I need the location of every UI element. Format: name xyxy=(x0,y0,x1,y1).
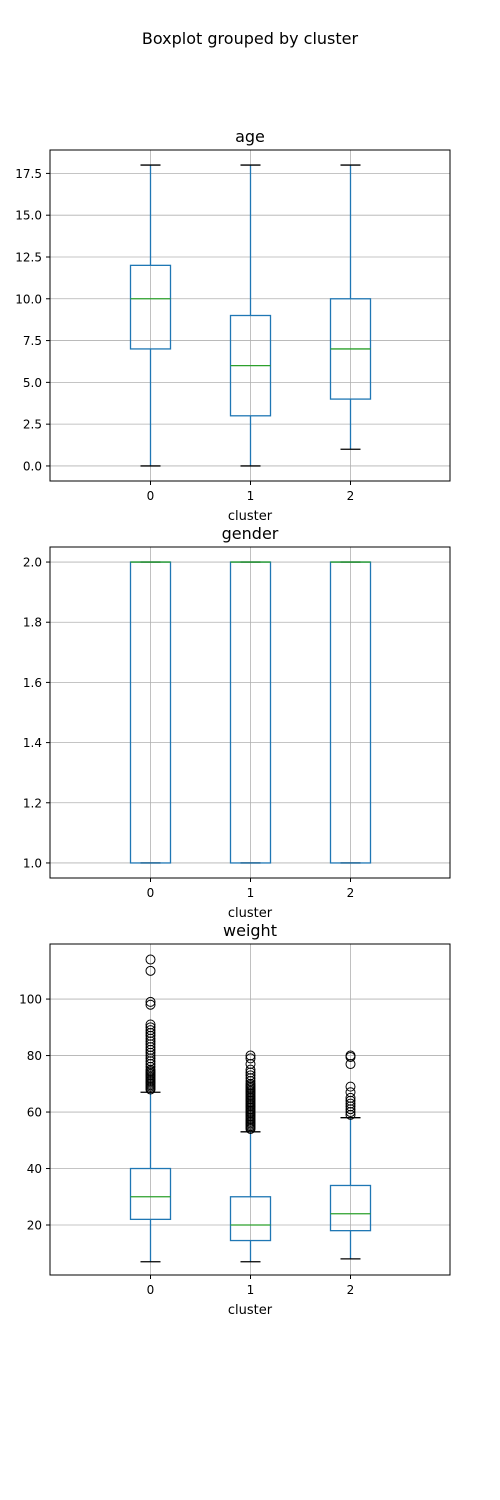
outlier-point xyxy=(145,1059,156,1070)
outlier-point xyxy=(245,1073,256,1084)
outlier-point xyxy=(345,1098,356,1109)
x-tick-label: 0 xyxy=(147,1283,155,1297)
gender-subplot: 0 1 2 1.0 1.2 1.4 1.6 1.8 2.0 gender cluster xyxy=(23,524,451,921)
outlier-point xyxy=(245,1064,256,1075)
outlier-point xyxy=(145,1050,156,1061)
y-tick-label: 7.5 xyxy=(23,334,42,348)
x-tick-label: 2 xyxy=(347,886,355,900)
outlier-point xyxy=(145,1027,156,1038)
box-cluster-2 xyxy=(329,561,372,864)
outlier-point xyxy=(145,1022,156,1033)
outlier-point xyxy=(145,965,156,976)
outlier-point xyxy=(145,1033,156,1044)
y-tick-label: 1.0 xyxy=(23,856,42,870)
y-tick-label: 1.8 xyxy=(23,616,42,630)
outlier-point xyxy=(245,1053,256,1064)
outlier-point xyxy=(245,1078,256,1089)
y-tick-label: 10.0 xyxy=(15,292,42,306)
outlier-point xyxy=(245,1070,256,1081)
figure-title: Boxplot grouped by cluster xyxy=(142,29,359,48)
outlier-point xyxy=(145,1053,156,1064)
outlier-point xyxy=(145,1030,156,1041)
outlier-point xyxy=(145,996,156,1007)
box-cluster-1 xyxy=(229,1050,272,1263)
box-iqr xyxy=(229,1196,272,1242)
box-cluster-2 xyxy=(329,164,372,450)
y-tick-label: 0.0 xyxy=(23,459,42,473)
outlier-point xyxy=(145,1064,156,1075)
y-tick-label: 17.5 xyxy=(15,167,42,181)
outlier-point xyxy=(145,1042,156,1053)
box-cluster-0 xyxy=(129,561,172,864)
outlier-point xyxy=(245,1050,256,1061)
box-cluster-1 xyxy=(229,164,272,467)
outlier-point xyxy=(145,1025,156,1036)
outlier-point xyxy=(345,1092,356,1103)
box-cluster-1 xyxy=(229,561,272,864)
outlier-point xyxy=(345,1059,356,1070)
x-axis-label: cluster xyxy=(228,906,273,921)
x-axis-label: cluster xyxy=(228,1303,273,1318)
x-tick-label: 0 xyxy=(147,489,155,503)
x-tick-label: 0 xyxy=(147,886,155,900)
x-tick-label: 1 xyxy=(247,489,255,503)
outlier-point xyxy=(345,1104,356,1115)
subplot-title: weight xyxy=(223,921,277,940)
outlier-point xyxy=(245,1067,256,1078)
outlier-point xyxy=(145,1019,156,1030)
y-tick-label: 1.2 xyxy=(23,796,42,810)
outlier-point xyxy=(145,1056,156,1067)
box-cluster-0 xyxy=(129,954,172,1263)
subplot-title: age xyxy=(235,127,265,146)
x-axis-label: cluster xyxy=(228,509,273,524)
outlier-point xyxy=(345,1107,356,1118)
outlier-point xyxy=(145,999,156,1010)
outlier-point xyxy=(145,954,156,965)
x-tick-label: 1 xyxy=(247,886,255,900)
y-tick-label: 2.5 xyxy=(23,418,42,432)
outlier-point xyxy=(345,1101,356,1112)
outlier-point xyxy=(145,1044,156,1055)
y-tick-label: 15.0 xyxy=(15,209,42,223)
outlier-point xyxy=(345,1109,356,1120)
outlier-point xyxy=(345,1050,356,1061)
age-subplot: 0 1 2 0.0 2.5 5.0 7.5 10.0 12.5 15.0 17.5 age cluste… xyxy=(15,127,451,524)
x-tick-label: 1 xyxy=(247,1283,255,1297)
y-tick-label: 40 xyxy=(27,1162,42,1176)
x-tick-label: 2 xyxy=(347,1283,355,1297)
y-tick-label: 20 xyxy=(27,1219,42,1233)
y-tick-label: 1.4 xyxy=(23,736,42,750)
outlier-point xyxy=(145,1036,156,1047)
weight-subplot: 0 1 2 20 40 60 80 100 weight cluster xyxy=(19,921,451,1318)
box-cluster-2 xyxy=(329,1050,372,1260)
outlier-point xyxy=(345,1087,356,1098)
subplot-title: gender xyxy=(222,524,279,543)
y-tick-label: 5.0 xyxy=(23,376,42,390)
y-tick-label: 2.0 xyxy=(23,556,42,570)
outlier-point xyxy=(145,1061,156,1072)
y-tick-label: 60 xyxy=(27,1106,42,1120)
axes-frame xyxy=(49,546,451,879)
outlier-point xyxy=(245,1059,256,1070)
y-tick-label: 1.6 xyxy=(23,676,42,690)
box-iqr xyxy=(129,264,172,350)
x-tick-label: 2 xyxy=(347,489,355,503)
outlier-point xyxy=(145,1047,156,1058)
y-tick-label: 100 xyxy=(19,993,42,1007)
y-tick-label: 12.5 xyxy=(15,250,42,264)
y-tick-label: 80 xyxy=(27,1049,42,1063)
box-iqr xyxy=(129,1167,172,1221)
outlier-point xyxy=(145,1039,156,1050)
box-cluster-0 xyxy=(129,164,172,467)
outlier-point xyxy=(345,1081,356,1092)
box-iqr xyxy=(329,1184,372,1232)
outlier-point xyxy=(345,1095,356,1106)
outlier-point xyxy=(245,1075,256,1086)
